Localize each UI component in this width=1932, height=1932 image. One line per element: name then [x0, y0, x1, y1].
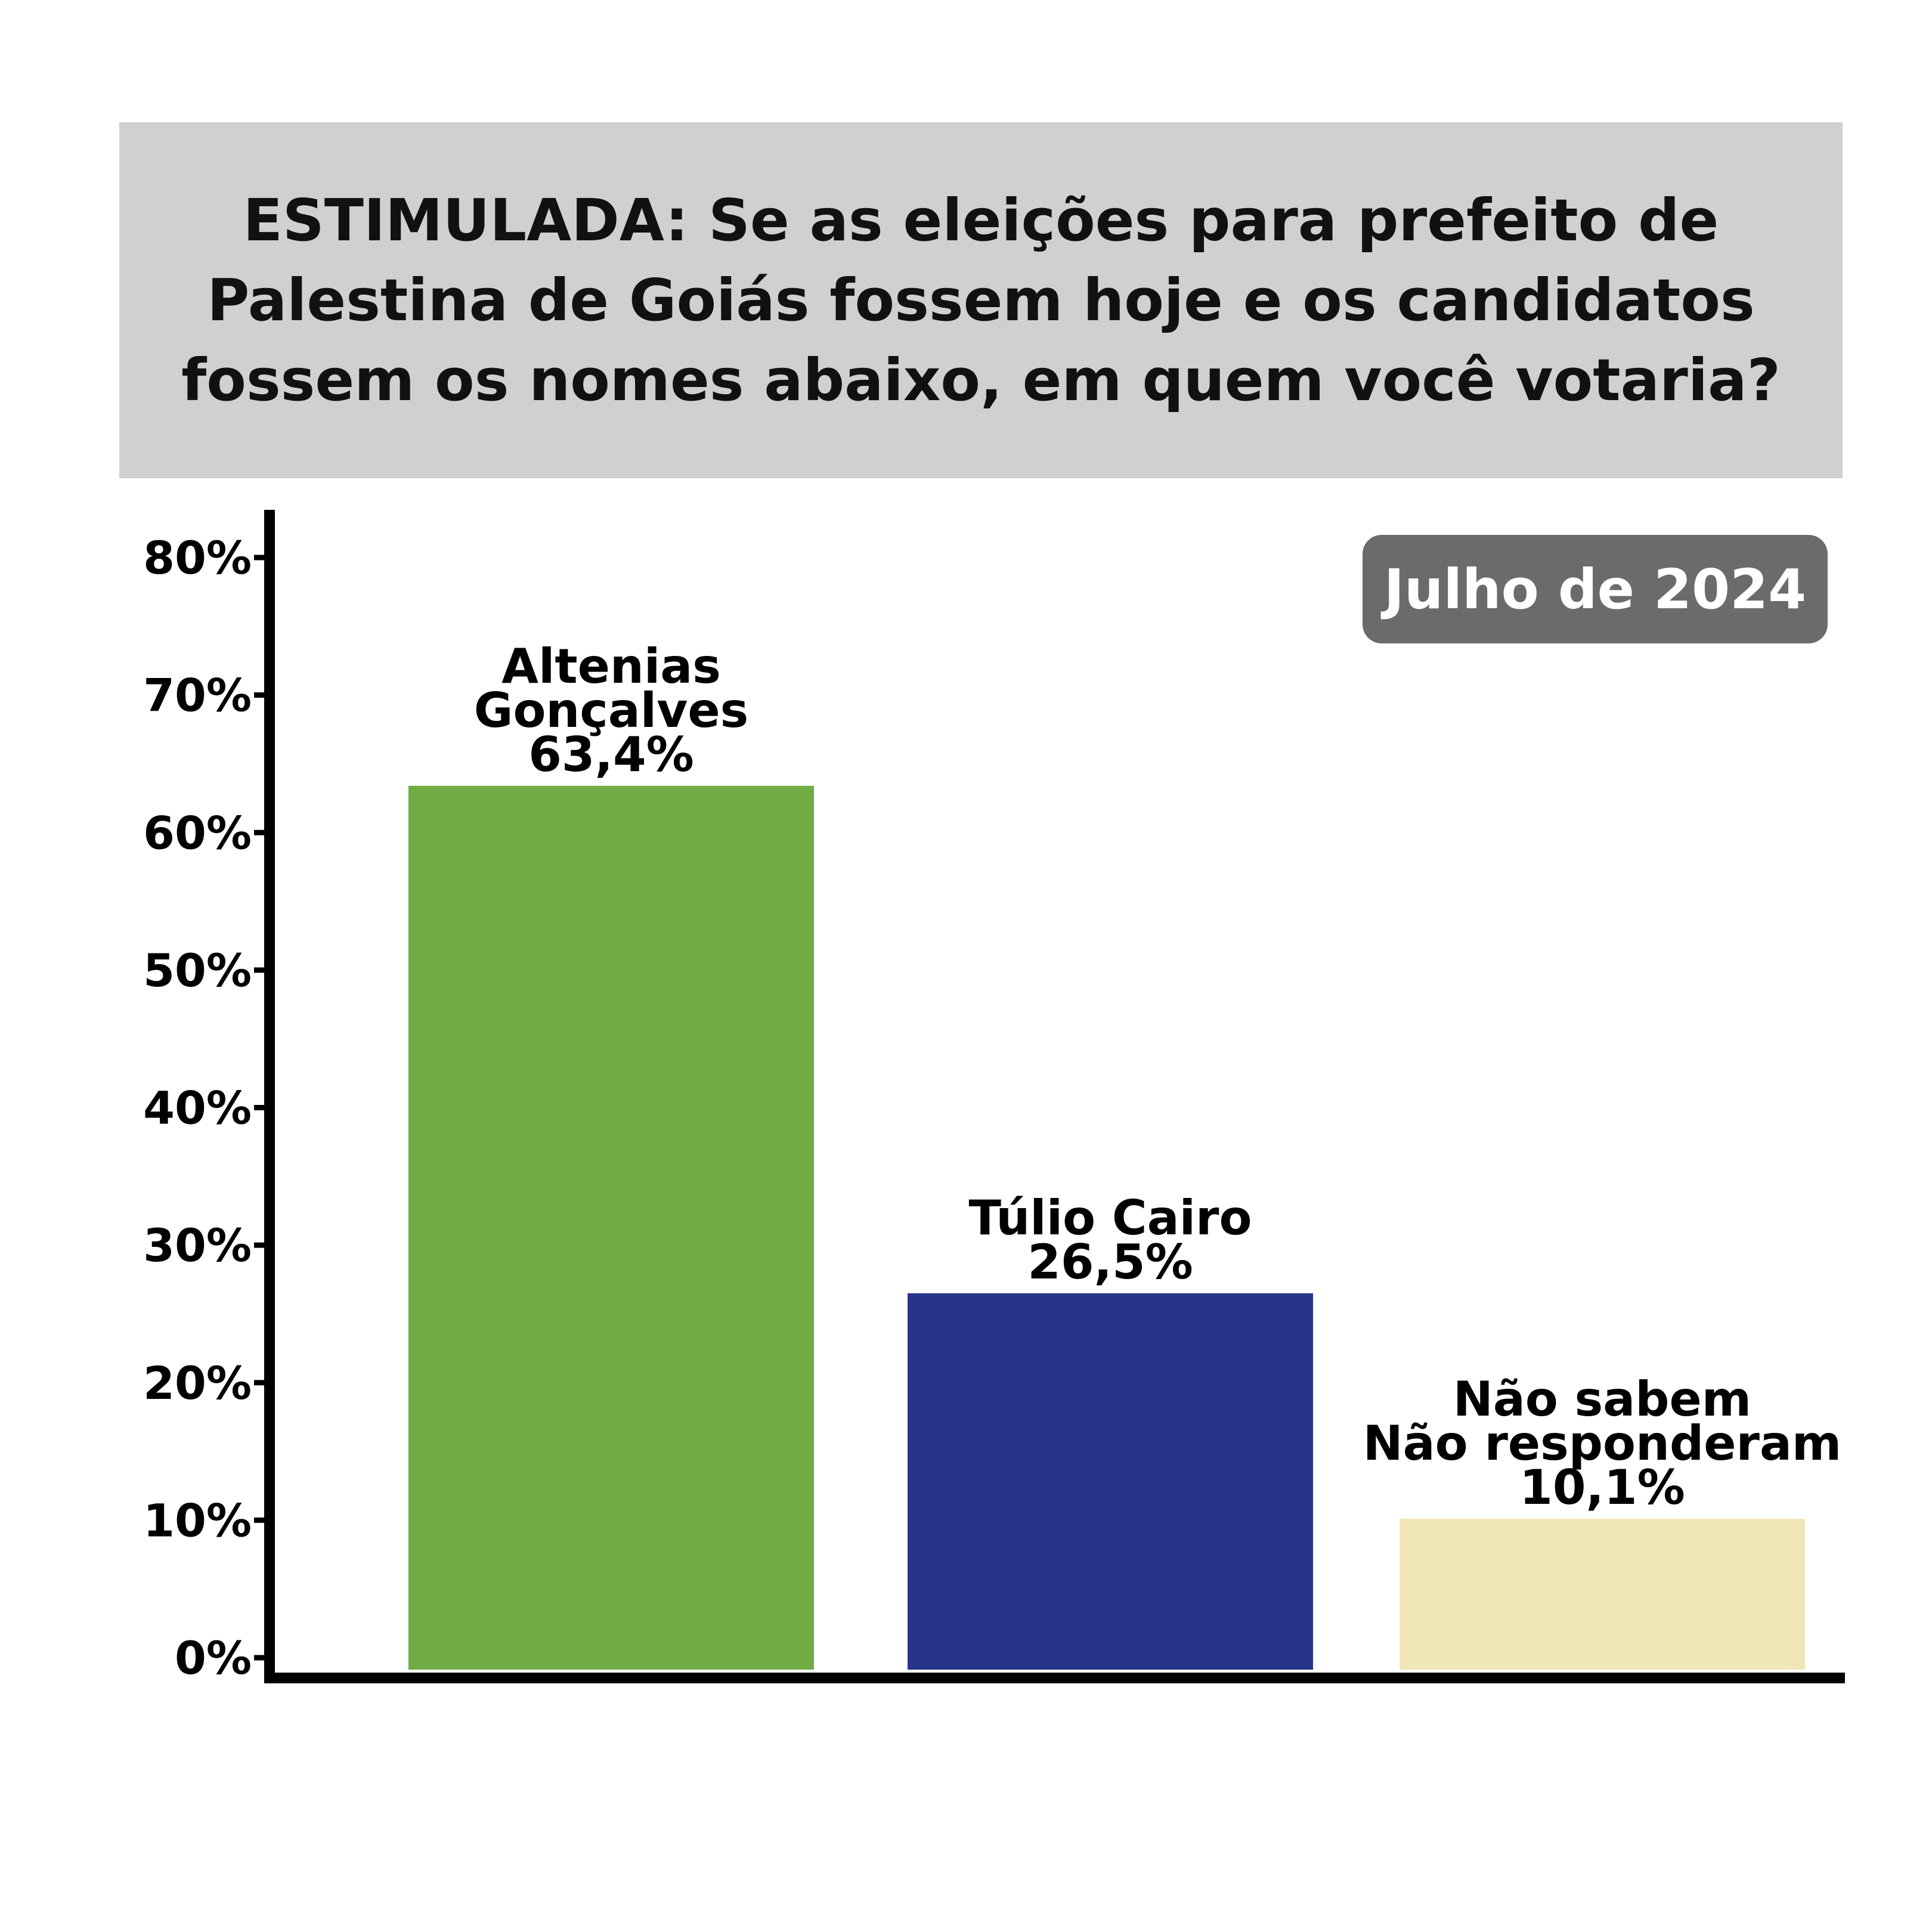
bar-value-label: 10,1%	[1519, 1460, 1685, 1515]
y-tick-label: 50%	[143, 944, 252, 997]
y-tick-label: 40%	[143, 1082, 252, 1135]
y-tick-label: 70%	[143, 669, 252, 722]
bar	[408, 785, 814, 1670]
date-badge: Julho de 2024	[1363, 535, 1828, 643]
bar-category-label: Altenias	[501, 639, 721, 694]
y-tick-label: 0%	[175, 1631, 252, 1685]
bar-value-label: 26,5%	[1027, 1234, 1193, 1290]
title-box: ESTIMULADA: Se as eleições para prefeito…	[119, 122, 1843, 478]
bar-category-label: Gonçalves	[474, 683, 748, 738]
bar	[908, 1293, 1313, 1670]
bar	[1400, 1519, 1805, 1670]
y-tick-label: 20%	[143, 1357, 252, 1410]
y-tick-label: 30%	[143, 1219, 252, 1272]
y-tick-label: 80%	[143, 531, 252, 584]
bar-category-label: Não sabem	[1453, 1371, 1751, 1427]
bar-category-label: Não responderam	[1363, 1416, 1842, 1471]
y-tick-label: 10%	[143, 1494, 252, 1547]
y-tick-label: 60%	[143, 806, 252, 859]
bar-value-label: 63,4%	[528, 727, 694, 782]
chart-title: ESTIMULADA: Se as eleições para prefeito…	[181, 186, 1781, 414]
bar-category-label: Túlio Cairo	[969, 1190, 1252, 1246]
